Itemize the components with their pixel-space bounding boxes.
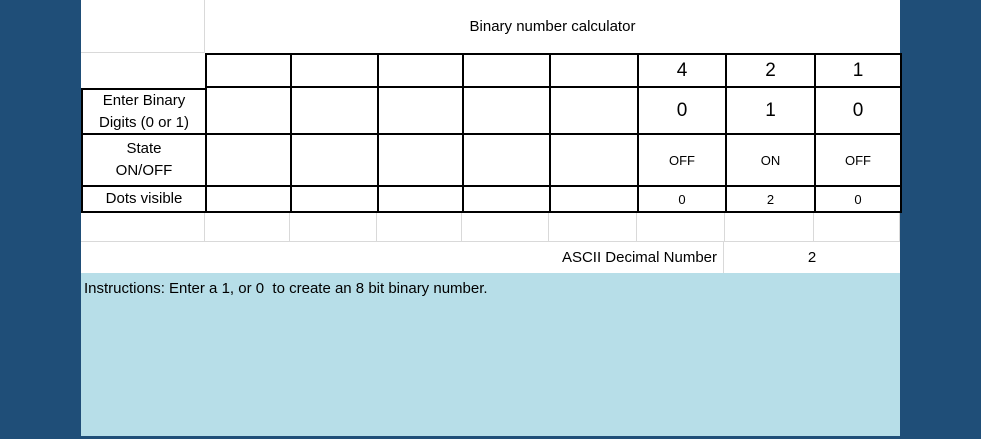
bit-table: 4 2 1 0 1 0 OFF ON OFF 0 2 0: [205, 53, 902, 213]
row-label-dots-visible: Dots visible: [83, 187, 207, 213]
row-label-state-line2: ON/OFF: [115, 162, 173, 179]
state-cell-4[interactable]: [551, 135, 639, 187]
row-label-column: Enter Binary Digits (0 or 1) State ON/OF…: [81, 88, 207, 213]
sheet-title-cell: Binary number calculator: [469, 17, 636, 35]
bit-header-cell-6[interactable]: 2: [727, 55, 816, 88]
state-cell-3[interactable]: [464, 135, 551, 187]
ascii-decimal-label: ASCII Decimal Number: [561, 249, 717, 266]
dots-cell-3[interactable]: [464, 187, 551, 213]
bit-header-cell-2[interactable]: [379, 55, 464, 88]
ascii-decimal-value[interactable]: 2: [723, 242, 900, 273]
bit-header-cell-7[interactable]: 1: [816, 55, 902, 88]
binary-digit-cell-4[interactable]: [551, 88, 639, 135]
row-label-binary-digits: Enter Binary Digits (0 or 1): [83, 90, 207, 135]
row-label-binary-line1: Enter Binary: [102, 91, 186, 109]
dots-cell-4[interactable]: [551, 187, 639, 213]
binary-digit-cell-0[interactable]: [207, 88, 292, 135]
bit-header-cell-5[interactable]: 4: [639, 55, 727, 88]
binary-digit-cell-7[interactable]: 0: [816, 88, 902, 135]
corner-cell[interactable]: [81, 0, 205, 53]
bit-header-cell-0[interactable]: [207, 55, 292, 88]
state-cell-7[interactable]: OFF: [816, 135, 902, 187]
row-label-state-line1: State: [126, 140, 162, 157]
row-label-binary-line2: Digits (0 or 1): [98, 113, 190, 131]
binary-digit-cell-5[interactable]: 0: [639, 88, 727, 135]
row-label-state: State ON/OFF: [83, 135, 207, 187]
instructions-text: Instructions: Enter a 1, or 0 to create …: [84, 280, 488, 297]
instructions-band: [81, 273, 900, 436]
binary-digit-cell-1[interactable]: [292, 88, 379, 135]
state-cell-1[interactable]: [292, 135, 379, 187]
state-cell-5[interactable]: OFF: [639, 135, 727, 187]
dots-cell-0[interactable]: [207, 187, 292, 213]
state-cell-2[interactable]: [379, 135, 464, 187]
spacer-cell[interactable]: [549, 213, 637, 241]
dots-cell-7[interactable]: 0: [816, 187, 902, 213]
bit-header-cell-4[interactable]: [551, 55, 639, 88]
binary-digit-cell-6[interactable]: 1: [727, 88, 816, 135]
dots-cell-2[interactable]: [379, 187, 464, 213]
spacer-cell[interactable]: [814, 213, 900, 241]
dots-cell-1[interactable]: [292, 187, 379, 213]
state-cell-0[interactable]: [207, 135, 292, 187]
bit-header-cell-3[interactable]: [464, 55, 551, 88]
spacer-grid-row: [81, 213, 900, 242]
bit-header-cell-1[interactable]: [292, 55, 379, 88]
dots-cell-5[interactable]: 0: [639, 187, 727, 213]
spacer-cell[interactable]: [81, 213, 205, 241]
binary-digit-cell-3[interactable]: [464, 88, 551, 135]
spacer-cell[interactable]: [637, 213, 725, 241]
spacer-cell[interactable]: [377, 213, 462, 241]
dots-cell-6[interactable]: 2: [727, 187, 816, 213]
spacer-cell[interactable]: [725, 213, 814, 241]
spacer-cell[interactable]: [290, 213, 377, 241]
state-cell-6[interactable]: ON: [727, 135, 816, 187]
spacer-cell[interactable]: [462, 213, 549, 241]
binary-digit-cell-2[interactable]: [379, 88, 464, 135]
spacer-cell[interactable]: [205, 213, 290, 241]
